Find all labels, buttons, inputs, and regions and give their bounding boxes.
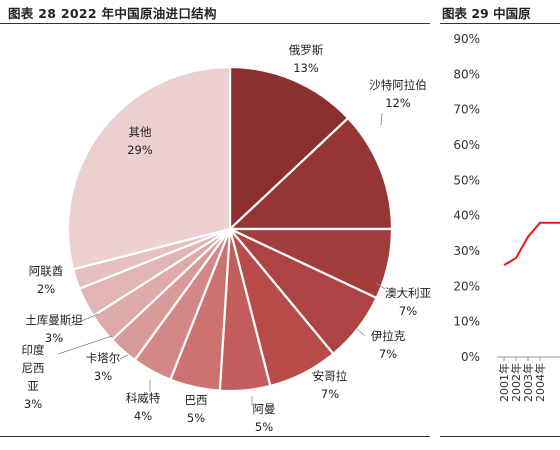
header: 图表 28 2022 年中国原油进口结构 图表 29 中国原 — [0, 0, 560, 24]
slice-label: 澳大利亚 7% — [385, 286, 431, 318]
slice-label: 巴西 5% — [185, 393, 208, 425]
slice-label: 阿曼 5% — [253, 402, 276, 434]
leader-line — [380, 112, 383, 126]
slice-name: 卡塔尔 — [86, 351, 121, 365]
slice-value: 3% — [24, 397, 42, 411]
slice-label: 卡塔尔 3% — [86, 351, 121, 383]
y-tick-label: 80% — [453, 67, 480, 81]
y-tick-label: 70% — [453, 103, 480, 117]
x-tick-label: 2003年 — [521, 363, 535, 402]
pie-chart: 俄罗斯 13% 沙特阿拉伯 12% 澳大利亚 7% 伊拉克 7% 安哥拉 7% 阿曼 5% 巴西 5% 科威… — [22, 43, 432, 434]
slice-name: 印度 — [22, 343, 45, 357]
slice-name: 土库曼斯坦 — [25, 313, 83, 327]
leader-line — [356, 328, 366, 337]
x-tick-label: 2002年 — [509, 363, 523, 402]
top-divider-right — [440, 23, 560, 24]
slice-name: 阿曼 — [253, 402, 276, 416]
x-tick-label: 2004年 — [533, 363, 547, 402]
y-tick-label: 30% — [453, 244, 480, 258]
slice-label: 科威特 4% — [126, 391, 161, 423]
slice-label: 安哥拉 7% — [313, 369, 348, 401]
bottom-divider-right — [440, 436, 560, 437]
x-tick-label: 2001年 — [497, 363, 511, 402]
slice-name: 沙特阿拉伯 — [369, 78, 427, 92]
y-tick-label: 40% — [453, 209, 480, 223]
slice-0 — [228, 65, 350, 232]
slice-label: 沙特阿拉伯 12% — [369, 78, 427, 110]
y-tick-label: 20% — [453, 279, 480, 293]
slice-value: 13% — [293, 61, 319, 75]
slice-name: 亚 — [27, 379, 39, 393]
slice-name: 阿联酋 — [29, 264, 64, 278]
slice-label: 伊拉克 7% — [371, 329, 406, 361]
slice-value: 29% — [127, 143, 153, 157]
slice-value: 7% — [379, 347, 397, 361]
slice-name: 伊拉克 — [371, 329, 406, 343]
top-divider — [0, 23, 430, 24]
slice-label: 俄罗斯 13% — [289, 43, 324, 75]
slice-label: 土库曼斯坦 3% — [25, 313, 83, 345]
slice-name: 俄罗斯 — [289, 43, 324, 57]
y-tick-label: 50% — [453, 173, 480, 187]
slice-value: 5% — [255, 420, 273, 434]
slice-name: 尼西 — [22, 361, 45, 375]
slice-label: 阿联酋 2% — [29, 264, 64, 296]
slice-value: 12% — [385, 96, 411, 110]
slice-value: 5% — [187, 411, 205, 425]
slice-name: 其他 — [129, 125, 152, 139]
slice-name: 科威特 — [126, 391, 161, 405]
right-chart-title: 图表 29 中国原 — [442, 6, 531, 21]
slice-value: 7% — [321, 387, 339, 401]
leader-line — [311, 371, 317, 379]
slice-name: 安哥拉 — [313, 369, 348, 383]
slice-1 — [227, 116, 394, 231]
slice-value: 3% — [45, 331, 63, 345]
slice-value: 3% — [94, 369, 112, 383]
series-line — [503, 221, 560, 266]
leader-line — [69, 313, 99, 327]
slice-label: 其他 29% — [127, 125, 153, 157]
y-tick-label: 10% — [453, 315, 480, 329]
slice-name: 巴西 — [185, 393, 208, 407]
slice-name: 澳大利亚 — [385, 286, 431, 300]
y-tick-label: 60% — [453, 138, 480, 152]
bottom-divider — [0, 436, 430, 437]
slice-value: 2% — [37, 282, 55, 296]
slice-value: 7% — [399, 304, 417, 318]
leader-line — [375, 282, 386, 290]
leader-line — [57, 335, 113, 355]
left-chart-title: 图表 28 2022 年中国原油进口结构 — [8, 6, 217, 21]
slice-12 — [66, 65, 232, 271]
slice-value: 4% — [134, 409, 152, 423]
y-tick-label: 0% — [461, 350, 480, 364]
leader-line — [119, 354, 129, 360]
line-chart: 90%80%70%60%50%40%30%20%10%0%2001年 2002年 2… — [453, 32, 560, 402]
y-tick-label: 90% — [453, 32, 480, 46]
